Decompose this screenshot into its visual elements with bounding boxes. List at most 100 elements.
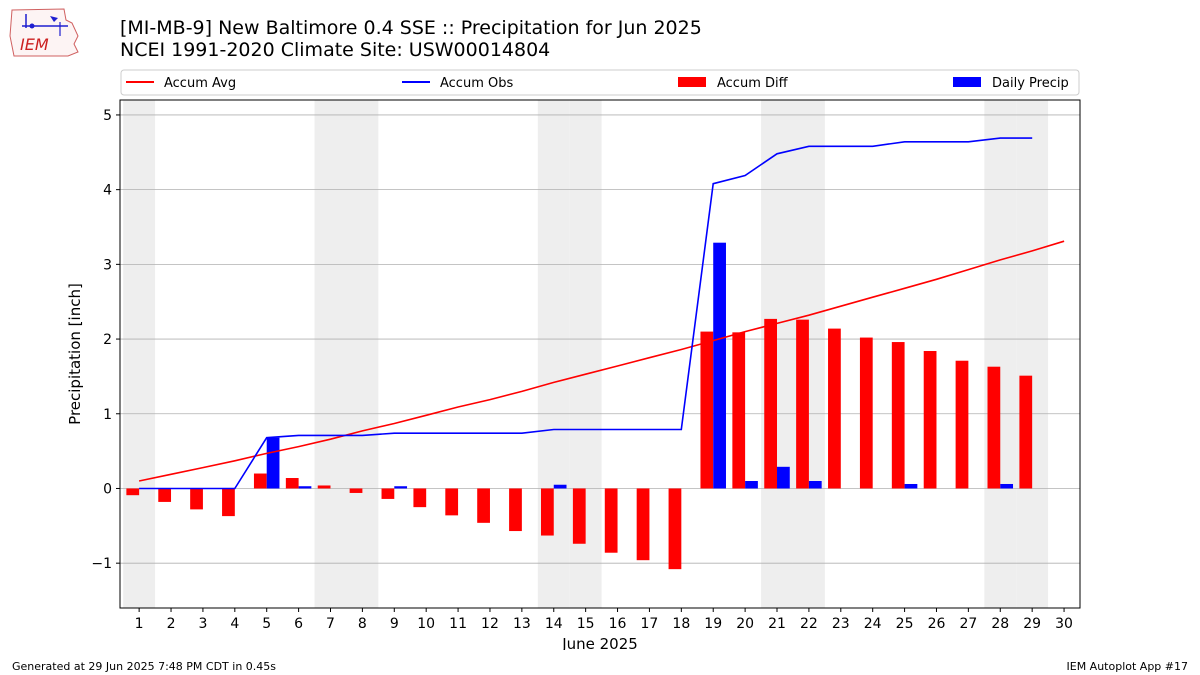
legend-label: Daily Precip bbox=[992, 76, 1069, 91]
x-tick-label: 30 bbox=[1055, 616, 1073, 632]
accum-obs-line bbox=[139, 137, 1033, 490]
footer-app: IEM Autoplot App #17 bbox=[1066, 660, 1189, 673]
y-tick-label: 4 bbox=[103, 183, 112, 199]
daily-precip-bar bbox=[298, 486, 312, 489]
accum-diff-bar bbox=[987, 366, 1001, 489]
x-tick-label: 14 bbox=[545, 616, 563, 632]
iem-logo: IEM bbox=[9, 8, 79, 57]
x-tick-label: 3 bbox=[198, 616, 207, 632]
accum-diff-bar bbox=[158, 488, 172, 502]
accum-diff-bar bbox=[796, 319, 809, 489]
y-tick-label: 0 bbox=[103, 481, 112, 497]
accum-diff-bar bbox=[604, 488, 618, 553]
legend-swatch bbox=[953, 77, 981, 87]
x-tick-label: 11 bbox=[449, 616, 467, 632]
footer-generated: Generated at 29 Jun 2025 7:48 PM CDT in … bbox=[12, 660, 277, 673]
legend-label: Accum Obs bbox=[440, 76, 513, 91]
y-tick-label: 5 bbox=[103, 108, 112, 124]
grid-lines bbox=[120, 114, 1080, 564]
legend-swatch bbox=[678, 77, 706, 87]
x-tick-label: 24 bbox=[864, 616, 882, 632]
x-tick-label: 17 bbox=[641, 616, 659, 632]
daily-precip-bar bbox=[808, 481, 822, 489]
x-tick-label: 16 bbox=[609, 616, 627, 632]
weekend-band bbox=[984, 100, 1017, 608]
daily-precip-bars bbox=[266, 242, 1014, 489]
accum-avg-line bbox=[138, 240, 1065, 482]
accum-diff-bar bbox=[222, 488, 235, 517]
y-axis-label: Precipitation [inch] bbox=[66, 283, 84, 425]
x-axis-label: June 2025 bbox=[561, 635, 638, 650]
accum-diff-bar bbox=[732, 332, 746, 489]
accum-diff-bar bbox=[540, 488, 554, 536]
logo-text: IEM bbox=[20, 35, 49, 54]
legend-label: Accum Avg bbox=[164, 76, 236, 91]
x-tick-label: 10 bbox=[417, 616, 435, 632]
x-tick-label: 29 bbox=[1023, 616, 1041, 632]
accum-diff-bar bbox=[285, 478, 299, 489]
weekend-band bbox=[123, 100, 156, 608]
x-tick-label: 22 bbox=[800, 616, 818, 632]
y-tick-label: −1 bbox=[91, 556, 112, 572]
x-tick-label: 19 bbox=[704, 616, 722, 632]
daily-precip-bar bbox=[713, 242, 726, 489]
legend-label: Accum Diff bbox=[717, 76, 789, 91]
accum-diff-bar bbox=[828, 328, 841, 489]
weekend-band bbox=[314, 100, 347, 608]
accum-diff-bar bbox=[636, 488, 650, 561]
accum-diff-bar bbox=[668, 488, 682, 570]
x-tick-label: 23 bbox=[832, 616, 850, 632]
accum-diff-bar bbox=[891, 342, 905, 489]
accum-diff-bar bbox=[700, 331, 714, 489]
x-tick-label: 2 bbox=[167, 616, 176, 632]
accum-diff-bar bbox=[445, 488, 459, 516]
accum-diff-bar bbox=[477, 488, 490, 523]
x-tick-label: 25 bbox=[896, 616, 914, 632]
daily-precip-bar bbox=[394, 486, 408, 489]
accum-diff-bar bbox=[509, 488, 522, 532]
accum-diff-bar bbox=[253, 473, 267, 489]
x-tick-label: 28 bbox=[991, 616, 1009, 632]
y-axis: −1 0 1 2 3 4 5 bbox=[91, 108, 120, 572]
daily-precip-bar bbox=[266, 437, 280, 489]
accum-diff-bar bbox=[349, 488, 363, 493]
y-tick-label: 2 bbox=[103, 332, 112, 348]
x-tick-label: 1 bbox=[135, 616, 144, 632]
x-tick-label: 9 bbox=[390, 616, 399, 632]
x-tick-label: 13 bbox=[513, 616, 531, 632]
plot-frame bbox=[119, 99, 1081, 609]
weekend-band bbox=[1016, 100, 1049, 608]
accum-diff-bar bbox=[955, 360, 969, 489]
accum-diff-bar bbox=[381, 488, 395, 499]
accum-diff-bar bbox=[764, 318, 778, 489]
accum-diff-bar bbox=[126, 488, 140, 496]
daily-precip-bar bbox=[904, 483, 918, 489]
x-tick-label: 6 bbox=[294, 616, 303, 632]
x-tick-label: 20 bbox=[736, 616, 754, 632]
x-tick-label: 5 bbox=[262, 616, 271, 632]
accum-diff-bar bbox=[572, 488, 586, 544]
accum-diff-bar bbox=[1019, 375, 1033, 489]
legend-box bbox=[120, 69, 1080, 96]
x-tick-label: 15 bbox=[577, 616, 595, 632]
x-tick-label: 4 bbox=[230, 616, 239, 632]
chart-subtitle: NCEI 1991-2020 Climate Site: USW00014804 bbox=[120, 39, 551, 61]
daily-precip-bar bbox=[777, 466, 790, 489]
accum-diff-bar bbox=[923, 351, 937, 489]
accum-diff-bar bbox=[413, 488, 427, 508]
x-axis: 1 2 3 4 5 6 7 8 9 10 11 12 13 14 15 16 17 18 19 20 21 22 23 24 2… bbox=[135, 608, 1073, 632]
accum-diff-bars bbox=[126, 318, 1033, 570]
x-tick-label: 27 bbox=[959, 616, 977, 632]
daily-precip-bar bbox=[553, 484, 567, 489]
legend: Accum Avg Accum Obs Accum Diff Daily Precip bbox=[120, 69, 1080, 96]
accum-diff-bar bbox=[317, 485, 331, 489]
x-tick-label: 12 bbox=[481, 616, 499, 632]
daily-precip-bar bbox=[745, 481, 758, 489]
y-tick-label: 1 bbox=[103, 407, 112, 423]
accum-diff-bar bbox=[190, 488, 203, 510]
daily-precip-bar bbox=[1000, 483, 1014, 489]
x-tick-label: 7 bbox=[326, 616, 335, 632]
chart-title: [MI-MB-9] New Baltimore 0.4 SSE :: Preci… bbox=[120, 17, 702, 39]
weekend-band bbox=[346, 100, 379, 608]
